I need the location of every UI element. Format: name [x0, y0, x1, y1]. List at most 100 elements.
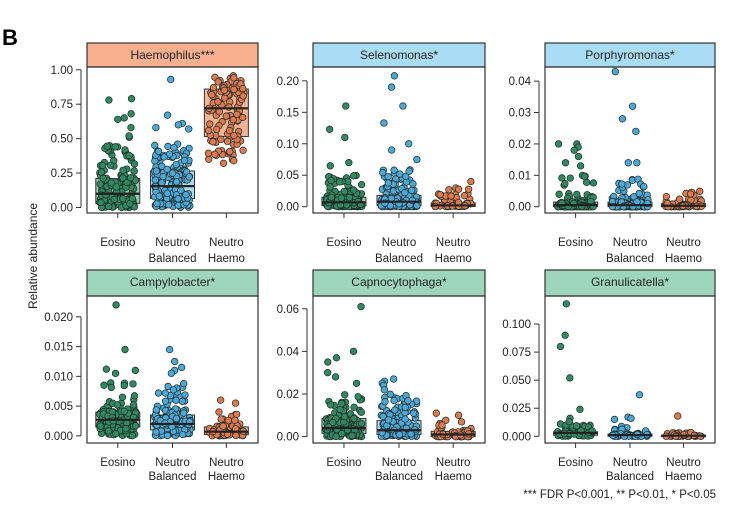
data-point: [169, 386, 178, 394]
data-point: [460, 192, 469, 200]
data-point: [341, 391, 349, 399]
data-point: [570, 430, 578, 438]
x-tick-label: Neutro: [613, 457, 648, 469]
data-point: [354, 393, 362, 401]
data-point: [129, 401, 138, 409]
data-point: [128, 432, 137, 440]
panel-strip: [86, 269, 259, 297]
x-tick-label: Balanced: [375, 471, 423, 483]
y-tick-label: 0.050: [502, 375, 531, 387]
plot-frame: [544, 66, 716, 214]
x-tick-label: Neutro: [666, 237, 701, 249]
data-point: [96, 180, 104, 188]
x-tick-label: Balanced: [606, 471, 654, 483]
data-point: [326, 125, 334, 133]
data-point: [562, 300, 570, 308]
y-tick-label: 0.02: [277, 389, 299, 401]
data-point: [180, 409, 188, 417]
data-point: [565, 418, 573, 426]
data-point: [172, 396, 180, 404]
data-point: [166, 345, 174, 354]
y-tick-label: 0.15: [277, 107, 299, 119]
x-tick-label: Neutro: [436, 237, 471, 249]
data-point: [222, 112, 230, 120]
data-point: [686, 190, 695, 198]
data-point: [120, 381, 128, 390]
y-axis-label: Relative abundance: [26, 203, 40, 309]
data-point: [381, 397, 389, 406]
data-point: [105, 202, 113, 211]
x-tick-label: Haemo: [208, 471, 245, 483]
panel-title: Capnocytophaga*: [351, 275, 447, 289]
data-point: [206, 120, 214, 128]
x-tick-label: Neutro: [155, 237, 190, 249]
x-tick-label: Haemo: [435, 471, 472, 483]
data-point: [170, 143, 178, 152]
y-tick-label: 0.10: [277, 139, 299, 151]
data-point: [357, 419, 366, 428]
data-point: [457, 418, 466, 426]
data-point: [561, 159, 570, 167]
panel-selenomonas: Selenomonas* 0.00 0.05 0.10 0.15 0.20 Eosino Ne…: [277, 42, 486, 265]
data-point: [230, 85, 238, 94]
data-point: [405, 140, 413, 148]
data-point: [432, 409, 440, 417]
y-tick-label: 0.075: [502, 347, 531, 359]
data-point: [120, 407, 128, 415]
x-tick-label: Neutro: [382, 237, 417, 249]
plot-frame: [312, 295, 486, 444]
y-tick-label: 0.75: [51, 99, 73, 111]
plot-frame: [544, 295, 716, 444]
data-point: [110, 195, 118, 204]
data-point: [119, 174, 127, 182]
data-point: [327, 401, 335, 409]
panel-campylobacter: Campylobacter* 0.000 0.005 0.010 0.015 0.020 E…: [44, 269, 259, 483]
data-point: [380, 386, 389, 394]
data-point: [465, 185, 473, 193]
panel-title: Porphyromonas*: [585, 48, 675, 62]
data-point: [230, 131, 238, 140]
data-point: [230, 74, 238, 82]
x-tick-label: Neutro: [155, 457, 190, 469]
data-point: [127, 174, 135, 182]
data-point: [233, 110, 241, 118]
data-point: [172, 414, 181, 423]
data-point: [566, 374, 574, 382]
panel-label: B: [2, 25, 18, 50]
data-point: [662, 192, 671, 201]
data-point: [226, 147, 234, 156]
data-point: [131, 422, 140, 430]
data-point: [610, 415, 619, 424]
data-point: [384, 416, 393, 424]
data-point: [405, 167, 413, 175]
data-point: [574, 152, 583, 161]
x-tick-label: Haemo: [665, 471, 702, 483]
data-point: [128, 194, 137, 203]
data-point: [97, 422, 105, 430]
data-point: [676, 195, 684, 203]
data-point: [208, 91, 216, 99]
data-point: [231, 399, 240, 407]
data-point: [640, 182, 648, 191]
y-tick-label: 1.00: [51, 65, 73, 77]
data-point: [204, 149, 213, 157]
data-point: [338, 429, 346, 438]
data-point: [130, 160, 139, 168]
data-point: [121, 345, 129, 354]
data-point: [97, 168, 106, 176]
data-point: [558, 174, 566, 182]
data-point: [445, 186, 453, 194]
data-point: [171, 357, 179, 366]
data-point: [413, 155, 421, 164]
panel-title: Haemophilus***: [130, 48, 214, 62]
data-point: [214, 98, 222, 106]
data-point: [341, 133, 349, 142]
plot-frame: [86, 66, 259, 214]
data-point: [348, 431, 356, 440]
data-point: [566, 174, 574, 182]
panel-haemophilus: Haemophilus*** 0.00 0.25 0.50 0.75 1.00 Eosino…: [51, 42, 259, 265]
data-point: [119, 166, 127, 174]
data-point: [340, 412, 349, 421]
data-point: [118, 393, 127, 401]
